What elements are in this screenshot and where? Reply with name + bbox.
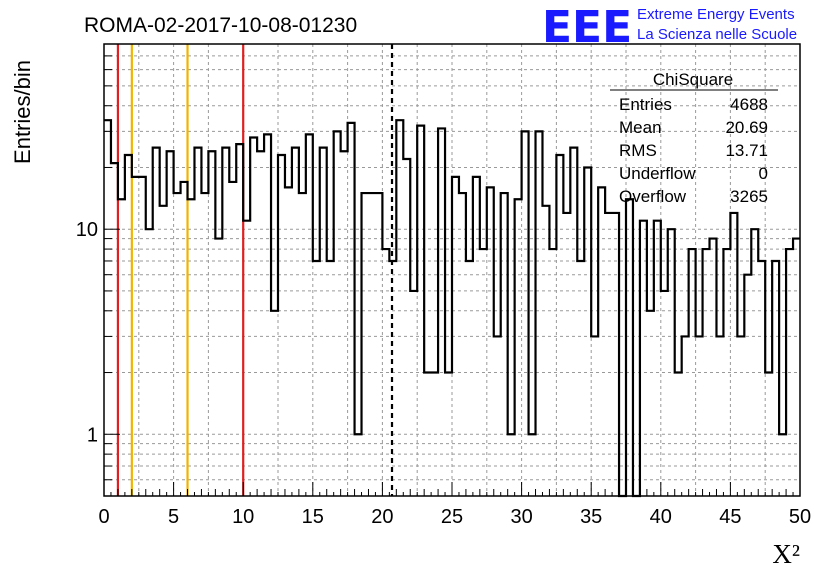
logo-line-2: La Scienza nelle Scuole bbox=[637, 26, 797, 43]
x-tick-label: 45 bbox=[719, 506, 741, 528]
stats-underflow-label: Underflow bbox=[619, 164, 696, 183]
stats-rms-label: RMS bbox=[619, 141, 657, 160]
stats-box: ChiSquare Entries 4688 Mean 20.69 RMS 13… bbox=[610, 70, 778, 206]
stats-mean-label: Mean bbox=[619, 118, 662, 137]
x-tick-label: 15 bbox=[302, 506, 324, 528]
x-tick-label: 50 bbox=[789, 506, 811, 528]
x-tick-label: 20 bbox=[371, 506, 393, 528]
chart-title: ROMA-02-2017-10-08-01230 bbox=[84, 14, 357, 37]
x-tick-label: 40 bbox=[650, 506, 672, 528]
stats-overflow-value: 3265 bbox=[730, 187, 768, 206]
logo-line-1: Extreme Energy Events bbox=[637, 6, 795, 23]
reference-lines bbox=[116, 44, 394, 496]
stats-entries-value: 4688 bbox=[730, 95, 768, 114]
x-axis-label: X² bbox=[772, 539, 800, 569]
x-tick-label: 10 bbox=[232, 506, 254, 528]
stats-mean-value: 20.69 bbox=[725, 118, 768, 137]
y-tick-label: 10 bbox=[76, 219, 98, 241]
y-axis-ticks: 1 10 bbox=[76, 55, 120, 481]
histogram-series bbox=[104, 119, 800, 498]
stats-entries-label: Entries bbox=[619, 95, 672, 114]
stats-overflow-label: Overflow bbox=[619, 187, 687, 206]
stats-underflow-value: 0 bbox=[759, 164, 768, 183]
x-tick-label: 0 bbox=[98, 506, 109, 528]
x-axis-ticks: 0 5 10 15 20 25 30 35 40 45 50 bbox=[98, 482, 811, 528]
y-axis-label: Entries/bin bbox=[10, 60, 35, 164]
logo-mark: EEE bbox=[542, 2, 632, 53]
eee-logo: EEE Extreme Energy Events La Scienza nel… bbox=[542, 2, 797, 53]
x-tick-label: 5 bbox=[168, 506, 179, 528]
x-tick-label: 25 bbox=[441, 506, 463, 528]
x-tick-label: 30 bbox=[510, 506, 532, 528]
x-tick-label: 35 bbox=[580, 506, 602, 528]
y-tick-label: 1 bbox=[87, 424, 98, 446]
stats-title: ChiSquare bbox=[653, 70, 733, 89]
stats-rms-value: 13.71 bbox=[725, 141, 768, 160]
